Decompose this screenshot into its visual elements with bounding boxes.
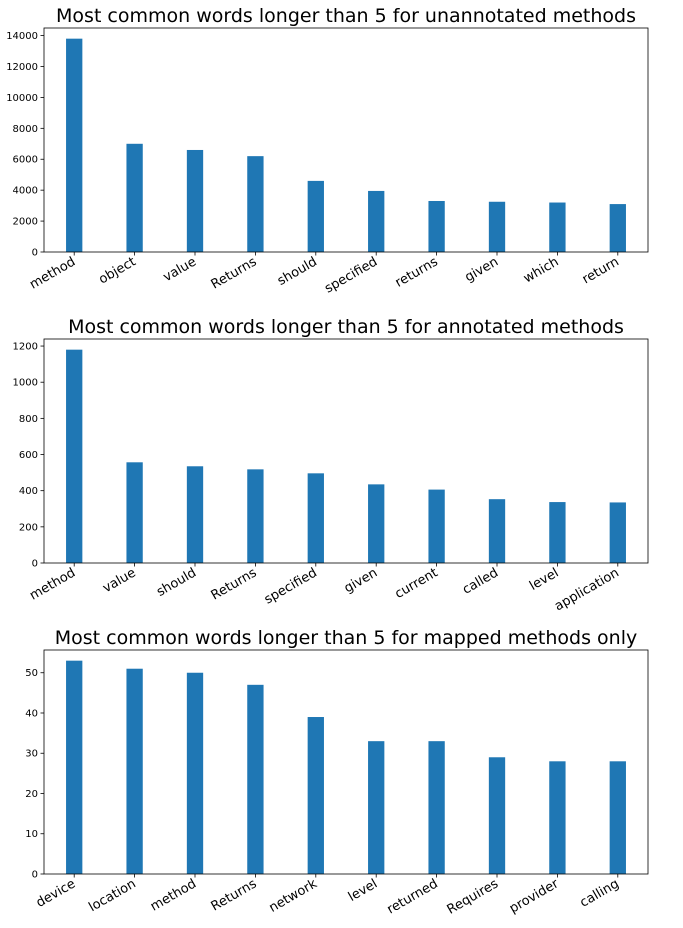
x-tick-label: returns [393, 254, 441, 290]
y-tick-label: 10 [25, 829, 38, 840]
bar-returns [247, 156, 264, 252]
bar-level [368, 741, 385, 874]
x-tick-label: location [86, 876, 138, 915]
bar-given [368, 484, 385, 563]
plot-area [44, 28, 648, 252]
x-tick-label: calling [578, 876, 622, 910]
x-tick-label: value [161, 254, 199, 285]
bar-current [428, 489, 445, 563]
x-tick-label: level [346, 876, 380, 904]
bar-method [66, 38, 83, 252]
bar-calling [609, 761, 626, 874]
x-tick-label: method [27, 254, 78, 292]
bar-method [186, 672, 204, 874]
x-tick-label: given [462, 254, 501, 285]
y-tick-label: 0 [32, 870, 38, 881]
axes-frame [43, 338, 649, 564]
y-tick-label: 40 [25, 708, 38, 719]
bar-returns [247, 684, 264, 874]
y-tick-label: 30 [25, 749, 38, 760]
x-tick-label: device [34, 876, 78, 910]
y-tick-label: 1200 [13, 342, 38, 353]
bar-specified [368, 190, 385, 252]
plot-area [44, 650, 648, 874]
bar-level [549, 502, 566, 563]
x-tick-label: which [521, 254, 561, 286]
chart-unannotated-methods: Most common words longer than 5 for unan… [6, 5, 649, 297]
x-tick-label: current [392, 565, 440, 601]
bar-location [126, 668, 143, 874]
x-tick-label: given [342, 565, 381, 596]
x-tick-label: should [154, 565, 199, 600]
y-tick-label: 8000 [13, 124, 38, 135]
x-tick-label: specified [262, 565, 320, 607]
bar-method [66, 349, 83, 563]
x-tick-label: Returns [209, 254, 260, 292]
chart-title: Most common words longer than 5 for unan… [56, 5, 636, 27]
bar-value [186, 149, 204, 252]
bar-specified [307, 473, 324, 563]
chart-mapped-methods-only: Most common words longer than 5 for mapp… [25, 627, 649, 918]
y-tick-label: 200 [19, 522, 38, 533]
bar-called [488, 499, 506, 563]
bar-returns [428, 200, 445, 252]
bar-requires [488, 757, 506, 874]
bar-application [609, 502, 626, 563]
bar-object [126, 143, 143, 252]
bar-value [126, 462, 143, 563]
y-tick-label: 10000 [6, 93, 38, 104]
x-tick-label: Requires [445, 876, 502, 917]
y-tick-label: 0 [32, 248, 38, 259]
plot-area [44, 339, 648, 563]
x-tick-label: method [148, 876, 199, 914]
x-tick-label: Returns [209, 565, 260, 603]
y-tick-label: 400 [19, 486, 38, 497]
x-tick-label: specified [322, 254, 380, 296]
bar-which [549, 202, 566, 252]
y-tick-label: 800 [19, 414, 38, 425]
y-tick-label: 2000 [13, 217, 38, 228]
bar-should [186, 466, 204, 563]
chart-title: Most common words longer than 5 for anno… [68, 316, 624, 338]
x-tick-label: object [96, 254, 138, 287]
chart-title: Most common words longer than 5 for mapp… [55, 627, 637, 649]
y-tick-label: 0 [32, 559, 38, 570]
y-tick-label: 600 [19, 450, 38, 461]
x-tick-label: application [552, 565, 622, 614]
x-tick-label: network [267, 876, 321, 916]
chart-annotated-methods: Most common words longer than 5 for anno… [13, 316, 649, 614]
x-tick-label: Returns [209, 876, 260, 914]
y-tick-label: 50 [25, 668, 38, 679]
bar-returned [428, 741, 445, 874]
axes-frame [43, 27, 649, 253]
bar-should [307, 180, 324, 252]
bar-provider [549, 761, 566, 874]
x-tick-label: value [100, 565, 138, 596]
bar-device [66, 660, 83, 874]
x-tick-label: return [580, 254, 622, 287]
y-tick-label: 14000 [6, 31, 38, 42]
x-tick-label: should [275, 254, 320, 289]
bar-given [488, 201, 506, 252]
bar-return [609, 204, 626, 252]
x-tick-label: method [27, 565, 78, 603]
axes-frame [43, 649, 649, 875]
bar-returns [247, 469, 264, 563]
x-tick-label: returned [385, 876, 441, 917]
bar-network [307, 717, 324, 874]
x-tick-label: provider [507, 876, 562, 916]
y-tick-label: 4000 [13, 186, 38, 197]
x-tick-label: called [460, 565, 501, 597]
y-tick-label: 6000 [13, 155, 38, 166]
y-tick-label: 1000 [13, 378, 38, 389]
x-tick-label: level [527, 565, 561, 593]
y-tick-label: 20 [25, 789, 38, 800]
y-tick-label: 12000 [6, 62, 38, 73]
